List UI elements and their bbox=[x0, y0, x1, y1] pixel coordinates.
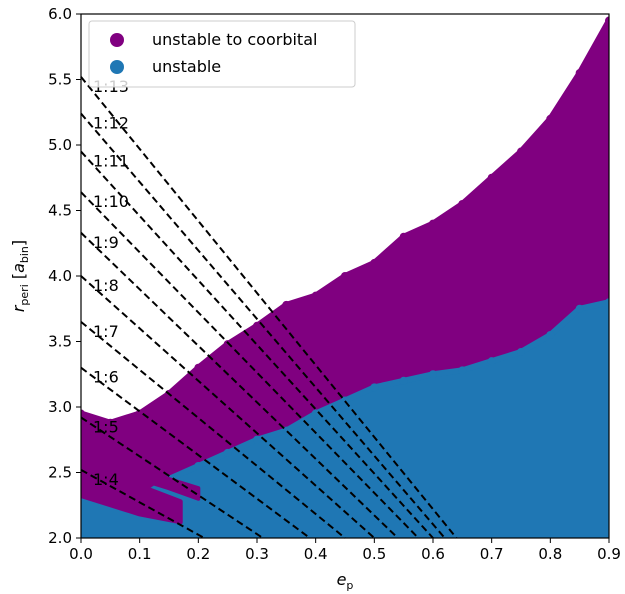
unstable-point bbox=[223, 448, 232, 457]
coorbital-point bbox=[429, 219, 437, 228]
plot-area bbox=[81, 16, 609, 538]
unstable-point bbox=[311, 409, 320, 418]
resonance-1-6-label: 1:6 bbox=[93, 368, 119, 387]
coorbital-point bbox=[81, 409, 85, 418]
resonance-1-9-line bbox=[80, 232, 399, 539]
y-tick-label: 3.5 bbox=[48, 333, 72, 351]
coorbital-point bbox=[341, 272, 349, 280]
coorbital-point bbox=[575, 68, 584, 77]
unstable-point bbox=[399, 376, 408, 385]
coorbital-point bbox=[546, 114, 555, 123]
coorbital-point bbox=[223, 340, 232, 349]
y-tick-label: 2.5 bbox=[48, 464, 72, 482]
resonance-lines: 1:41:51:61:71:81:91:101:111:121:13 bbox=[80, 76, 458, 539]
resonance-1-10-label: 1:10 bbox=[93, 192, 129, 211]
unstable-point bbox=[370, 383, 379, 392]
unstable-point bbox=[253, 435, 261, 444]
resonance-1-5-line bbox=[80, 416, 264, 539]
x-tick-label: 0.3 bbox=[245, 545, 269, 563]
x-tick-label: 0.1 bbox=[128, 545, 152, 563]
x-tick-label: 0.9 bbox=[597, 545, 621, 563]
unstable-point bbox=[194, 461, 203, 470]
x-tick-label: 0.8 bbox=[538, 545, 562, 563]
x-tick-label: 0.2 bbox=[186, 545, 210, 563]
y-tick-label: 3.0 bbox=[48, 398, 72, 416]
coorbital-point bbox=[370, 258, 379, 267]
coorbital-point bbox=[605, 16, 609, 25]
x-tick-label: 0.6 bbox=[421, 545, 445, 563]
unstable-point bbox=[546, 330, 555, 339]
coorbital-point bbox=[458, 199, 467, 208]
resonance-1-8-label: 1:8 bbox=[93, 276, 119, 295]
resonance-1-12-label: 1:12 bbox=[93, 114, 129, 133]
x-axis-label: ep bbox=[337, 570, 354, 592]
legend-box bbox=[88, 20, 356, 88]
resonance-1-9-label: 1:9 bbox=[93, 233, 119, 252]
coorbital-band-0 bbox=[81, 460, 183, 525]
resonance-1-10-line bbox=[80, 191, 420, 539]
resonance-1-6-line bbox=[80, 366, 311, 539]
y-tick-label: 4.5 bbox=[48, 202, 72, 220]
coorbital-point bbox=[399, 232, 408, 241]
x-tick-label: 0.5 bbox=[362, 545, 386, 563]
unstable-point bbox=[575, 304, 584, 313]
resonance-1-11-line bbox=[80, 150, 434, 539]
legend-marker-unstable-to-coorbital bbox=[110, 33, 124, 47]
resonance-1-13-line bbox=[80, 76, 458, 539]
x-tick-label: 0.0 bbox=[69, 545, 93, 563]
y-tick-label: 4.0 bbox=[48, 267, 72, 285]
y-axis-label: rperi [abin] bbox=[9, 240, 31, 312]
coorbital-point bbox=[311, 291, 320, 300]
coorbital-point bbox=[135, 409, 144, 418]
coorbital-band-1 bbox=[81, 446, 201, 501]
y-tick-label: 5.0 bbox=[48, 136, 72, 154]
legend-marker-unstable bbox=[110, 60, 124, 74]
unstable-point bbox=[605, 298, 609, 307]
resonance-1-11-label: 1:11 bbox=[93, 152, 129, 171]
legend-label-unstable: unstable bbox=[152, 57, 221, 76]
unstable-point bbox=[429, 370, 437, 379]
coorbital-point bbox=[253, 321, 261, 330]
resonance-1-12-line bbox=[80, 112, 446, 539]
resonance-1-4-line bbox=[80, 469, 205, 539]
x-axis: 0.0 0.1 0.2 0.3 0.4 0.5 0.6 0.7 0.8 0.9 bbox=[69, 538, 621, 563]
unstable-point bbox=[517, 347, 525, 356]
legend: unstable to coorbital unstable bbox=[88, 20, 356, 88]
x-tick-label: 0.7 bbox=[480, 545, 504, 563]
legend-label-unstable-to-coorbital: unstable to coorbital bbox=[152, 30, 317, 49]
y-tick-label: 5.5 bbox=[48, 71, 72, 89]
resonance-1-7-line bbox=[80, 321, 346, 539]
resonance-1-5-label: 1:5 bbox=[93, 417, 119, 436]
y-axis: 2.0 2.5 3.0 3.5 4.0 4.5 5.0 5.5 6.0 bbox=[48, 5, 81, 547]
coorbital-point bbox=[194, 363, 203, 372]
x-tick-label: 0.4 bbox=[304, 545, 328, 563]
coorbital-point bbox=[487, 173, 496, 182]
unstable-region bbox=[81, 299, 609, 538]
coorbital-point bbox=[282, 300, 291, 309]
resonance-1-7-label: 1:7 bbox=[93, 322, 119, 341]
coorbital-point bbox=[517, 147, 525, 156]
unstable-point bbox=[487, 357, 496, 366]
resonance-1-4-label: 1:4 bbox=[93, 470, 119, 489]
coorbital-point bbox=[106, 418, 115, 427]
y-tick-label: 2.0 bbox=[48, 529, 72, 547]
y-tick-label: 6.0 bbox=[48, 5, 72, 23]
unstable-point bbox=[458, 366, 467, 375]
